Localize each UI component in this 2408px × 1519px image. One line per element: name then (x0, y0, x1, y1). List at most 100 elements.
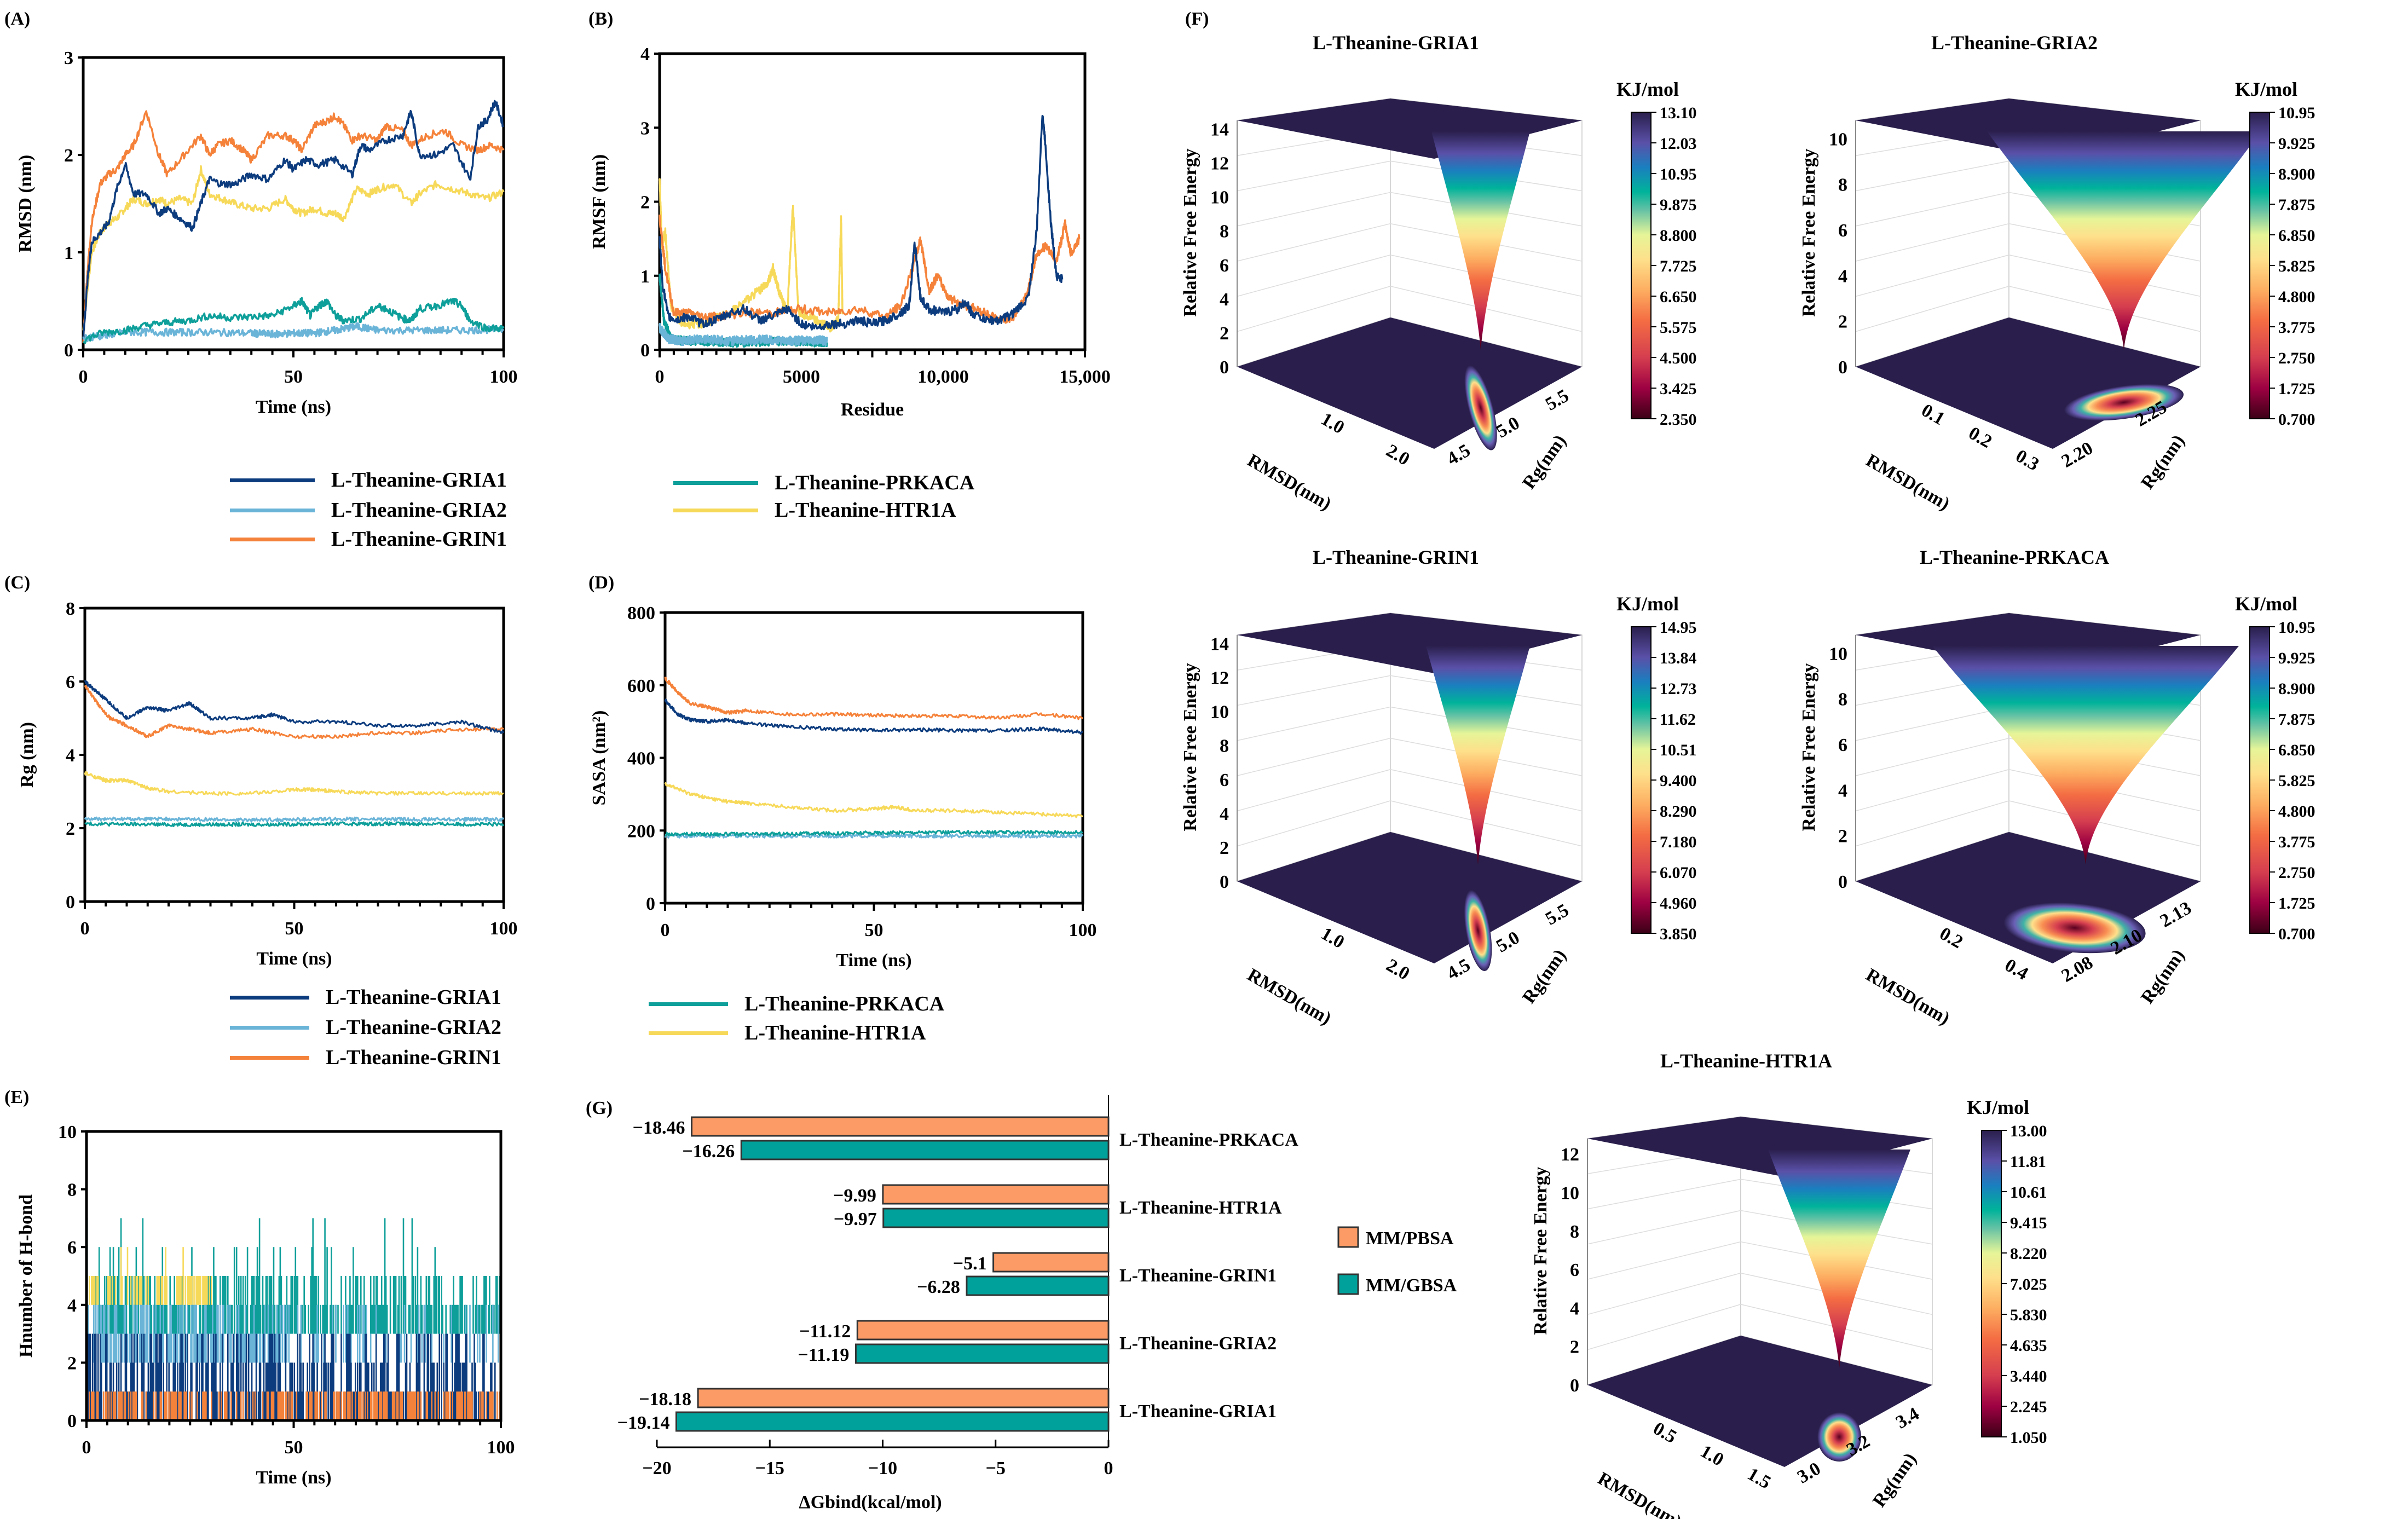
hbond-bar (437, 1276, 440, 1334)
panel-C: 0 2 4 6 8 0 50 100 Time (ns) Rg (nm) (17, 599, 518, 969)
hbond-bar (277, 1333, 279, 1363)
hbond-bar (302, 1362, 304, 1420)
colorbar-tick-label: 3.440 (2010, 1367, 2047, 1385)
hbond-bar (121, 1391, 123, 1420)
colorbar-tick-label: 5.830 (2010, 1306, 2047, 1324)
y-tick-label: 2 (66, 819, 75, 839)
hbond-bar (483, 1333, 485, 1420)
hbond-bar (340, 1391, 342, 1420)
legend-item: L-Theanine-GRIA1 (230, 468, 507, 492)
series-line-l-theanine-grin1 (659, 214, 1081, 324)
hbond-bar (147, 1362, 149, 1420)
hbond-bar (238, 1362, 240, 1420)
hbond-bar (158, 1333, 160, 1420)
hbond-bar (207, 1333, 209, 1420)
hbond-bar (425, 1391, 428, 1420)
hbond-bar (220, 1362, 221, 1420)
hbond-bar (348, 1391, 350, 1420)
hbond-bar (446, 1333, 448, 1420)
hbond-bar (494, 1362, 496, 1420)
colorbar-tick-label: 8.290 (1660, 802, 1697, 821)
hbond-bar (230, 1333, 232, 1363)
hbond-bar (376, 1391, 378, 1420)
grid-line (1237, 160, 1391, 192)
fel-surface-top (1856, 613, 2201, 673)
hbond-bar (280, 1276, 282, 1334)
hbond-bar (300, 1362, 302, 1420)
hbond-bar (179, 1391, 181, 1420)
panel-A: 0 1 2 3 0 50 100 Time (ns) RMSD (nm) (15, 48, 518, 417)
x-tick-label: 100 (490, 919, 518, 939)
hbond-bar (438, 1276, 440, 1334)
hbond-bar (291, 1391, 293, 1420)
hbond-bar (92, 1391, 94, 1420)
hbond-bar (220, 1304, 221, 1363)
grid-line (1587, 1272, 1741, 1315)
hbond-bar (129, 1276, 131, 1334)
z-tick-label: 14 (1210, 634, 1229, 655)
hbond-bar (435, 1391, 437, 1420)
fel-surface-top (1856, 99, 2201, 159)
hbond-bar (499, 1391, 500, 1420)
hbond-bar (175, 1333, 176, 1420)
hbond-bar (323, 1362, 325, 1420)
hbond-bar (180, 1333, 182, 1420)
hbond-bar (421, 1333, 423, 1363)
hbond-bar (459, 1276, 461, 1334)
hbond-bar (473, 1333, 475, 1420)
y-tick-label: 3 (64, 48, 73, 68)
hbond-bar (92, 1276, 94, 1305)
hbond-bar (142, 1304, 144, 1363)
hbond-bar (107, 1276, 109, 1305)
hbond-bar (252, 1276, 254, 1334)
hbond-bar (106, 1391, 108, 1420)
legend-label: L-Theanine-GRIN1 (326, 1046, 501, 1069)
hbond-bar (179, 1304, 181, 1363)
y-tick-label: 0 (640, 340, 650, 361)
colorbar-tick-label: 9.875 (1660, 196, 1697, 214)
hbond-bar (214, 1333, 216, 1363)
colorbar-tick-label: 2.245 (2010, 1398, 2047, 1416)
panel-label-a: (A) (4, 9, 30, 29)
hbond-bar (443, 1333, 444, 1363)
hbond-bar (156, 1276, 158, 1305)
hbond-bar (437, 1391, 440, 1420)
hbond-bar (491, 1304, 493, 1334)
hbond-bar (216, 1391, 218, 1420)
colorbar-tick-label: 14.95 (1660, 619, 1697, 637)
colorbar-title: KJ/mol (1616, 593, 1679, 615)
hbond-bar (315, 1333, 317, 1363)
hbond-bar (281, 1304, 284, 1363)
hbond-bar (272, 1333, 274, 1420)
hbond-bar (106, 1276, 108, 1334)
hbond-bar (286, 1304, 288, 1363)
hbond-bar (263, 1304, 265, 1334)
hbond-bar (209, 1276, 210, 1305)
hbond-bar (281, 1391, 284, 1420)
hbond-bar (277, 1304, 279, 1334)
y-tick-label: 2.08 (2058, 952, 2097, 986)
x-axis-title: RMSD(nm) (1862, 450, 1953, 514)
y-tick-label: 6 (66, 672, 75, 692)
hbond-bar (394, 1391, 396, 1420)
hbond-bar (320, 1304, 321, 1334)
hbond-bar (417, 1333, 419, 1363)
fel-funnel (1431, 131, 1530, 350)
colorbar (1631, 626, 1651, 934)
hbond-bar (278, 1333, 280, 1420)
hbond-bar (363, 1304, 365, 1363)
hbond-bar (186, 1333, 187, 1363)
colorbar (2249, 626, 2270, 934)
legend-swatch-gria2 (230, 1025, 309, 1030)
legend-item: L-Theanine-GRIA2 (230, 1015, 501, 1039)
hbond-bar (251, 1362, 253, 1420)
grid-line (1587, 1241, 1741, 1280)
hbond-bar (457, 1333, 459, 1420)
hbond-bar (431, 1304, 433, 1334)
hbond-bar (392, 1391, 395, 1420)
hbond-bar (246, 1391, 249, 1420)
hbond-bar (130, 1276, 132, 1305)
legend-item: L-Theanine-PRKACA (649, 992, 944, 1016)
z-tick-label: 0 (1838, 872, 1847, 892)
